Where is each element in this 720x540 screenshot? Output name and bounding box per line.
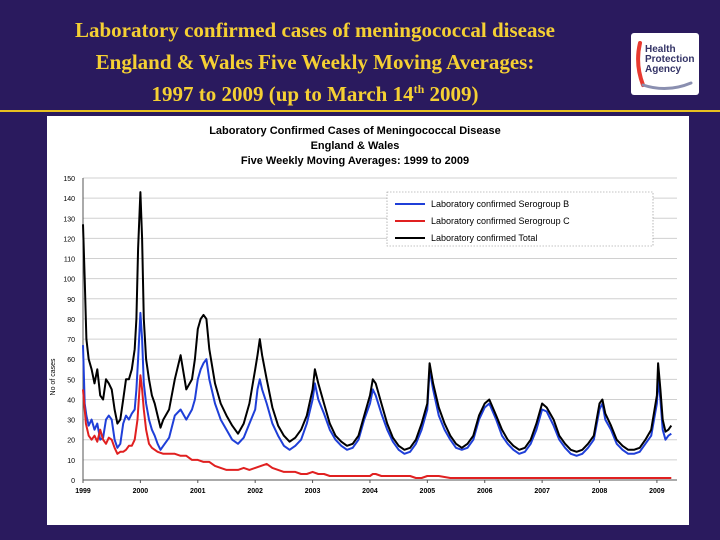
slide-title: Laboratory confirmed cases of meningococ… bbox=[0, 14, 630, 110]
y-tick-label: 70 bbox=[67, 337, 75, 344]
logo-swoosh-icon bbox=[636, 41, 693, 90]
y-tick-label: 10 bbox=[67, 458, 75, 465]
slide-title-line-3: 1997 to 2009 (up to March 14th 2009) bbox=[0, 78, 630, 110]
x-tick-label: 2001 bbox=[190, 488, 206, 495]
legend-entry: Laboratory confirmed Serogroup C bbox=[431, 216, 570, 226]
slide-title-line-3-start: 1997 to 2009 (up to March 14 bbox=[151, 82, 414, 106]
hpa-logo: Health Protection Agency bbox=[631, 33, 699, 95]
y-tick-label: 20 bbox=[67, 438, 75, 445]
x-tick-label: 2007 bbox=[534, 488, 550, 495]
x-tick-label: 2005 bbox=[420, 488, 436, 495]
series-line-total bbox=[82, 191, 673, 453]
y-tick-label: 100 bbox=[63, 277, 75, 284]
meningococcal-line-chart: Laboratory Confirmed Cases of Meningococ… bbox=[50, 125, 677, 495]
series-line-serogroup-c bbox=[82, 374, 672, 479]
series-line-serogroup-b bbox=[82, 311, 672, 457]
logo-line-2: Protection bbox=[645, 54, 695, 65]
x-tick-label: 2002 bbox=[247, 488, 263, 495]
y-tick-label: 130 bbox=[63, 216, 75, 223]
y-tick-label: 40 bbox=[67, 397, 75, 404]
x-tick-label: 2000 bbox=[133, 488, 149, 495]
chart-title-line: England & Wales bbox=[311, 140, 400, 152]
logo-line-3: Agency bbox=[645, 64, 682, 75]
slide-title-superscript: th bbox=[413, 82, 425, 96]
x-tick-label: 2009 bbox=[649, 488, 665, 495]
slide-title-line-2: England & Wales Five Weekly Moving Avera… bbox=[95, 50, 535, 74]
slide-title-line-1: Laboratory confirmed cases of meningococ… bbox=[75, 18, 555, 42]
y-tick-label: 0 bbox=[71, 478, 75, 485]
chart-panel: Laboratory Confirmed Cases of Meningococ… bbox=[47, 116, 689, 525]
x-tick-label: 1999 bbox=[75, 488, 91, 495]
y-tick-label: 90 bbox=[67, 297, 75, 304]
chart-title-line: Laboratory Confirmed Cases of Meningococ… bbox=[209, 125, 501, 137]
x-tick-label: 2008 bbox=[592, 488, 608, 495]
x-tick-label: 2003 bbox=[305, 488, 321, 495]
y-axis-label: No of cases bbox=[50, 358, 57, 395]
y-tick-label: 30 bbox=[67, 418, 75, 425]
y-tick-label: 60 bbox=[67, 357, 75, 364]
legend-entry: Laboratory confirmed Serogroup B bbox=[431, 199, 569, 209]
y-tick-label: 120 bbox=[63, 236, 75, 243]
slide-title-line-3-end: 2009) bbox=[424, 82, 479, 106]
title-divider bbox=[0, 110, 720, 112]
logo-line-1: Health bbox=[645, 44, 676, 55]
logo-text: Health Protection Agency bbox=[645, 45, 697, 75]
x-tick-label: 2006 bbox=[477, 488, 493, 495]
y-tick-label: 140 bbox=[63, 196, 75, 203]
x-tick-label: 2004 bbox=[362, 488, 378, 495]
y-tick-label: 50 bbox=[67, 377, 75, 384]
chart-title-line: Five Weekly Moving Averages: 1999 to 200… bbox=[241, 155, 469, 167]
y-tick-label: 80 bbox=[67, 317, 75, 324]
y-tick-label: 150 bbox=[63, 176, 75, 183]
legend-box bbox=[386, 191, 654, 247]
legend-entry: Laboratory confirmed Total bbox=[431, 233, 537, 243]
y-tick-label: 110 bbox=[64, 257, 75, 264]
